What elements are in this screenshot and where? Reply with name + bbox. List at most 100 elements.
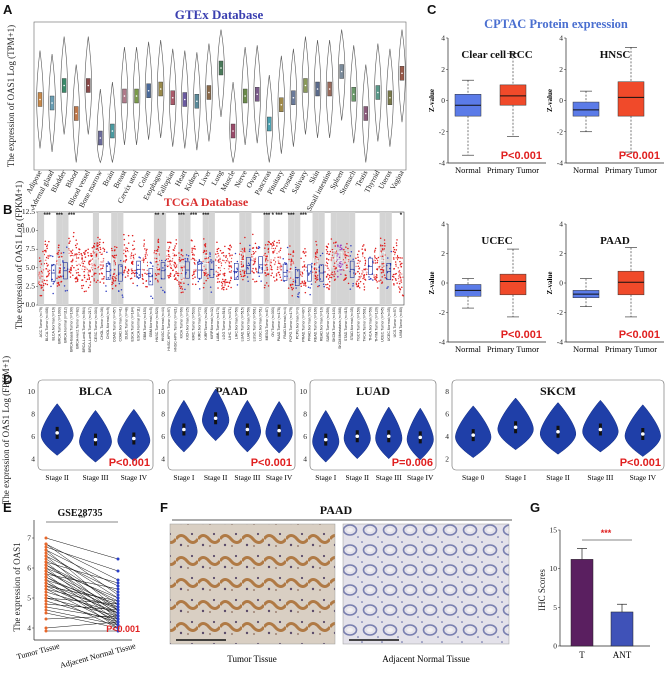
tcga-point [363, 286, 366, 288]
gse-normal-point [116, 584, 120, 588]
gse-ylabel: The expression of OAS1 [12, 542, 22, 631]
tcga-point [84, 256, 87, 258]
tcga-point [90, 259, 92, 261]
tcga-point [243, 271, 246, 274]
tcga-point [264, 247, 266, 249]
tcga-point [157, 246, 160, 249]
normal-tissue-image [342, 523, 510, 645]
tcga-point [93, 280, 95, 282]
tcga-point [178, 257, 181, 259]
tcga-tick-label: MESO.Tumor (n=87) [265, 307, 269, 340]
tcga-point [340, 273, 342, 276]
tcga-point [107, 277, 110, 279]
tcga-tick-label: HNSC.Normal (n=44) [161, 307, 165, 341]
tcga-tick-label: COAD.Tumor (n=457) [112, 307, 116, 342]
tcga-point [44, 283, 47, 285]
tcga-point [339, 248, 341, 251]
tcga-point [362, 245, 364, 247]
tcga-point [344, 254, 346, 256]
gse-pair-line [45, 600, 119, 623]
panel-label-e: E [3, 500, 12, 515]
stage-tick-label: Stage I [173, 473, 195, 482]
tcga-point [100, 264, 102, 266]
tcga-point [252, 278, 254, 280]
tcga-point [40, 284, 43, 287]
gse-normal-point [116, 605, 120, 609]
tcga-point [46, 247, 48, 250]
tcga-point [267, 285, 270, 287]
tcga-point [183, 282, 185, 284]
tcga-point [228, 271, 231, 273]
tcga-point [132, 248, 134, 251]
tcga-tick-label: KIRC.Normal (n=72) [198, 307, 202, 340]
tcga-point [268, 241, 271, 243]
tcga-point [326, 250, 329, 253]
tcga-point [291, 283, 293, 286]
tcga-point [397, 256, 400, 259]
tcga-point [401, 294, 404, 296]
tcga-tick-label: TGCT.Tumor (n=150) [356, 307, 360, 341]
tcga-point [50, 285, 52, 288]
tcga-significance: * [400, 213, 403, 219]
gse-pair-line [45, 612, 119, 629]
tcga-point [56, 285, 59, 287]
ihc-bar [610, 611, 634, 647]
tcga-point [191, 247, 193, 249]
gtex-violin [132, 46, 141, 146]
tcga-point [124, 261, 126, 263]
tcga-point [328, 280, 331, 283]
tcga-point [60, 252, 63, 254]
tcga-point [199, 262, 201, 265]
gse-normal-point [116, 620, 120, 624]
tumor-tissue-image [169, 523, 336, 645]
tcga-point [229, 279, 232, 282]
stage-median [355, 434, 360, 439]
cptac-ytick-label: 0 [441, 96, 445, 105]
tcga-point [301, 280, 303, 283]
tcga-point [392, 250, 395, 253]
gtex-violin [229, 81, 237, 163]
tcga-point [175, 272, 177, 275]
tcga-point [180, 291, 183, 294]
tcga-point [81, 254, 83, 257]
gtex-median [51, 102, 53, 104]
tcga-point [173, 274, 176, 276]
tcga-point [222, 251, 225, 254]
tcga-point [343, 279, 345, 281]
tcga-tick-label: ESCA.Tumor (n=184) [131, 307, 135, 342]
gtex-violin [84, 36, 92, 135]
tcga-point [383, 274, 386, 276]
cptac-title: CPTAC Protein expression [484, 17, 628, 31]
tcga-tick-label: LIHC.Tumor (n=371) [228, 307, 232, 340]
gtex-median [135, 95, 138, 97]
gtex-violin [350, 45, 358, 144]
cptac-group-label: Normal [573, 344, 600, 354]
tcga-point [314, 255, 317, 258]
tcga-point [340, 260, 342, 263]
stage-median [386, 434, 391, 439]
panel-label-c: C [427, 2, 437, 17]
tcga-point [396, 239, 398, 241]
tcga-point [93, 272, 96, 274]
tcga-point [97, 279, 99, 282]
tcga-point [375, 276, 378, 279]
cptac-ytick-label: 4 [559, 220, 563, 229]
tcga-point [291, 288, 294, 291]
cptac-pvalue: P<0.001 [619, 150, 660, 162]
tcga-point [76, 243, 78, 245]
tcga-point [265, 263, 268, 265]
tcga-tick-label: HNSC.Tumor (n=520) [155, 307, 159, 342]
tcga-point [230, 277, 232, 280]
tcga-point [177, 272, 179, 274]
tcga-point [317, 285, 319, 288]
tcga-point [399, 260, 401, 263]
tcga-point [345, 277, 348, 279]
tcga-point [113, 280, 115, 282]
tcga-point [395, 249, 398, 251]
gse-pair-line [45, 591, 119, 614]
tcga-point [111, 277, 114, 280]
tcga-group-band [349, 212, 356, 305]
tcga-point [314, 252, 317, 254]
tcga-point [87, 251, 89, 254]
tcga-point [46, 283, 49, 286]
